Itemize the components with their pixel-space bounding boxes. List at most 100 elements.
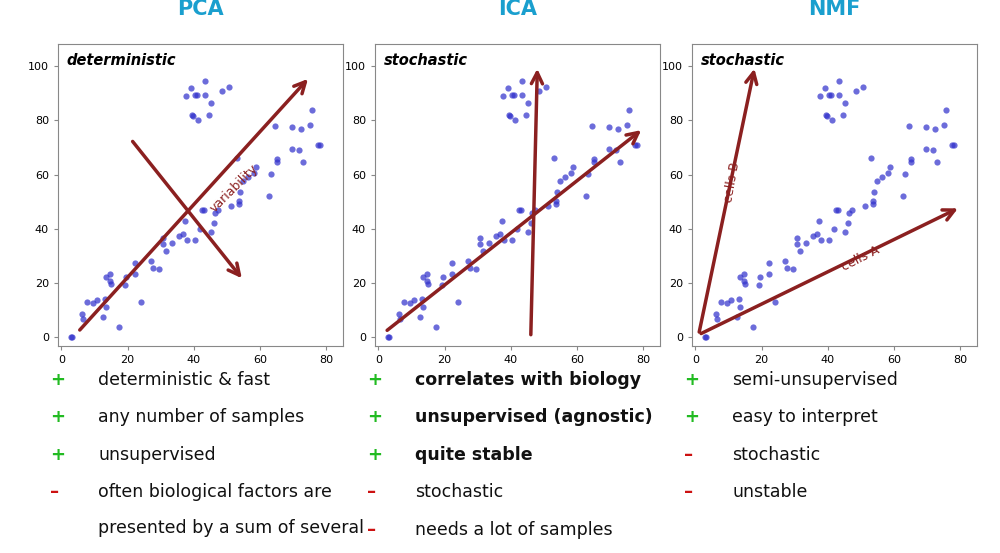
- Text: stochastic: stochastic: [384, 53, 468, 68]
- Point: [586, 158, 602, 166]
- Point: [210, 206, 226, 215]
- Text: unsupervised (agnostic): unsupervised (agnostic): [415, 408, 653, 426]
- Point: [158, 247, 174, 255]
- Text: +: +: [367, 371, 382, 389]
- Point: [192, 225, 208, 233]
- Text: cells A: cells A: [840, 244, 882, 274]
- Point: [831, 91, 847, 100]
- Point: [927, 124, 943, 133]
- Text: stochastic: stochastic: [415, 483, 503, 502]
- Point: [118, 272, 134, 281]
- Point: [514, 76, 530, 85]
- Point: [918, 144, 934, 153]
- Point: [731, 294, 747, 303]
- Point: [509, 225, 525, 233]
- Point: [184, 111, 200, 119]
- Point: [557, 173, 573, 182]
- Point: [612, 158, 628, 166]
- Point: [752, 272, 768, 281]
- Point: [812, 92, 828, 101]
- Text: any number of samples: any number of samples: [98, 408, 304, 426]
- Point: [380, 333, 396, 342]
- Point: [293, 124, 309, 133]
- Point: [302, 121, 318, 129]
- Point: [203, 227, 219, 236]
- Point: [789, 234, 805, 243]
- Point: [133, 297, 149, 306]
- Point: [580, 170, 596, 179]
- Point: [732, 302, 748, 311]
- Point: [837, 227, 853, 236]
- Point: [164, 238, 180, 247]
- Point: [779, 264, 795, 273]
- Point: [601, 144, 617, 153]
- Point: [880, 169, 896, 178]
- Point: [821, 90, 837, 99]
- Point: [903, 154, 919, 163]
- Point: [269, 158, 285, 166]
- Point: [406, 296, 422, 305]
- Point: [540, 201, 556, 210]
- Point: [767, 297, 783, 306]
- Point: [494, 216, 510, 225]
- Point: [823, 91, 839, 100]
- Text: stochastic: stochastic: [732, 446, 820, 464]
- Point: [189, 91, 205, 100]
- Text: +: +: [684, 371, 699, 389]
- Point: [312, 140, 328, 149]
- Point: [831, 76, 847, 85]
- Text: often biological factors are: often biological factors are: [98, 483, 332, 502]
- Text: +: +: [50, 408, 65, 426]
- Point: [504, 236, 520, 245]
- Point: [548, 197, 564, 206]
- Point: [185, 112, 201, 121]
- Point: [310, 140, 326, 149]
- Point: [520, 227, 536, 236]
- Point: [171, 232, 187, 241]
- Point: [488, 232, 504, 241]
- Point: [709, 315, 725, 324]
- Point: [552, 176, 568, 185]
- Point: [563, 169, 579, 178]
- Point: [95, 312, 111, 321]
- Point: [196, 206, 212, 215]
- Point: [751, 281, 767, 290]
- Point: [127, 270, 143, 279]
- Point: [462, 264, 478, 273]
- Text: presented by a sum of several: presented by a sum of several: [98, 519, 364, 537]
- Point: [500, 84, 516, 92]
- Point: [232, 187, 248, 196]
- Text: cells B: cells B: [722, 161, 742, 204]
- Point: [103, 279, 119, 288]
- Point: [304, 106, 320, 114]
- Point: [586, 154, 602, 163]
- Point: [85, 299, 101, 308]
- Point: [610, 124, 626, 133]
- Point: [513, 206, 529, 215]
- Point: [903, 158, 919, 166]
- Point: [472, 234, 488, 243]
- Point: [74, 310, 90, 319]
- Text: needs a lot of samples: needs a lot of samples: [415, 521, 613, 539]
- Point: [444, 258, 460, 267]
- Point: [874, 173, 890, 182]
- Point: [863, 153, 879, 162]
- Point: [179, 236, 195, 244]
- Point: [777, 257, 793, 265]
- Point: [151, 264, 167, 273]
- Point: [223, 201, 239, 210]
- Point: [235, 176, 251, 185]
- Point: [127, 258, 143, 267]
- Point: [761, 270, 777, 279]
- Point: [444, 270, 460, 279]
- Text: correlates with biology: correlates with biology: [415, 371, 641, 389]
- Point: [946, 140, 962, 149]
- Point: [435, 272, 451, 281]
- Point: [817, 84, 833, 92]
- Point: [865, 200, 881, 208]
- Point: [396, 297, 412, 306]
- Point: [723, 296, 739, 305]
- Point: [629, 140, 645, 149]
- Point: [415, 273, 431, 281]
- Point: [475, 247, 491, 255]
